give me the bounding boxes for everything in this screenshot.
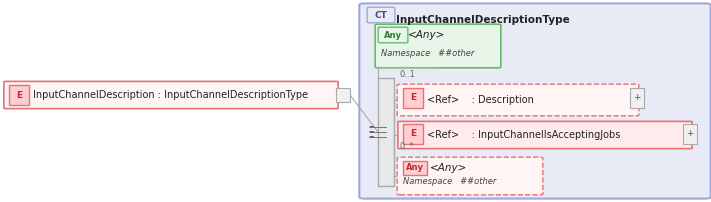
- Text: 0..1: 0..1: [400, 70, 416, 79]
- FancyBboxPatch shape: [397, 157, 542, 195]
- Circle shape: [370, 126, 374, 127]
- FancyBboxPatch shape: [398, 121, 692, 149]
- Text: 0..*: 0..*: [400, 142, 415, 151]
- Text: Namespace   ##other: Namespace ##other: [403, 177, 496, 185]
- Bar: [403, 88, 423, 108]
- Bar: [683, 124, 697, 144]
- Text: <Ref>    : Description: <Ref> : Description: [427, 95, 534, 105]
- Text: <Ref>    : InputChannelIsAcceptingJobs: <Ref> : InputChannelIsAcceptingJobs: [427, 130, 621, 140]
- Text: <Any>: <Any>: [408, 30, 445, 40]
- Bar: [336, 88, 350, 102]
- Text: Namespace   ##other: Namespace ##other: [381, 48, 474, 58]
- Bar: [630, 88, 644, 108]
- Text: Any: Any: [406, 163, 424, 173]
- Bar: [378, 78, 394, 186]
- Text: E: E: [16, 90, 22, 100]
- Bar: [403, 124, 423, 144]
- FancyBboxPatch shape: [375, 24, 501, 68]
- Text: InputChannelDescriptionType: InputChannelDescriptionType: [396, 15, 570, 25]
- Bar: [9, 85, 29, 105]
- Text: E: E: [410, 129, 416, 139]
- FancyBboxPatch shape: [378, 27, 408, 43]
- Circle shape: [370, 131, 374, 133]
- Text: E: E: [410, 94, 416, 102]
- Text: +: +: [686, 129, 694, 139]
- Text: +: +: [634, 94, 641, 102]
- Text: InputChannelDescription : InputChannelDescriptionType: InputChannelDescription : InputChannelDe…: [33, 90, 308, 100]
- FancyBboxPatch shape: [397, 84, 639, 116]
- Text: Any: Any: [384, 31, 402, 40]
- FancyBboxPatch shape: [359, 3, 711, 199]
- FancyBboxPatch shape: [4, 81, 338, 109]
- Text: <Any>: <Any>: [430, 163, 467, 173]
- Text: CT: CT: [375, 11, 387, 20]
- Circle shape: [370, 136, 374, 138]
- Bar: [403, 161, 427, 175]
- FancyBboxPatch shape: [367, 7, 395, 23]
